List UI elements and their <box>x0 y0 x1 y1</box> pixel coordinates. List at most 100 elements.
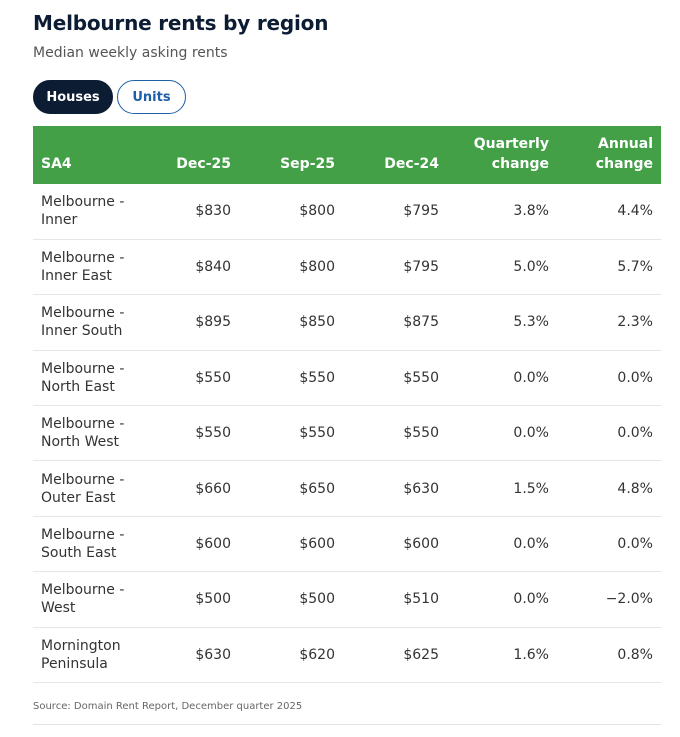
region-name-line: South East <box>41 545 117 562</box>
cell-quarterly: 5.3% <box>513 314 549 331</box>
column-header-dec-24: Dec-24 <box>343 126 447 184</box>
column-header-line: Dec-24 <box>384 156 439 172</box>
cell-sep25: $620 <box>299 646 335 663</box>
cell-region: Melbourne - Inner South <box>33 295 153 350</box>
cell-sep25: $650 <box>299 480 335 497</box>
cell-region: Melbourne - South East <box>33 516 153 571</box>
region-name-line: Inner <box>41 212 78 229</box>
region-name-line: Melbourne - <box>41 305 125 322</box>
tab-houses[interactable]: Houses <box>33 80 113 114</box>
cell-region: Melbourne - North East <box>33 350 153 405</box>
cell-dec25: $660 <box>195 480 231 497</box>
region-name-line: Melbourne - <box>41 250 125 267</box>
cell-sep25: $550 <box>299 425 335 442</box>
cell-dec25: $600 <box>195 536 231 553</box>
page-title: Melbourne rents by region <box>33 11 329 35</box>
cell-annual: 0.0% <box>617 425 653 442</box>
cell-dec24: $510 <box>403 591 439 608</box>
cell-quarterly: 3.8% <box>513 203 549 220</box>
region-name-line: Peninsula <box>41 655 108 672</box>
cell-region: Melbourne - Outer East <box>33 461 153 516</box>
dwelling-type-toggle: Houses Units <box>33 80 186 114</box>
table-row: Melbourne - Inner East $840 $800 $795 5.0% 5.7… <box>33 239 661 295</box>
column-header-line: SA4 <box>41 156 72 172</box>
column-header-line: Dec-25 <box>176 156 231 172</box>
cell-quarterly: 0.0% <box>513 425 549 442</box>
column-header-annual-change: Annual change <box>557 126 661 184</box>
cell-dec24: $550 <box>403 425 439 442</box>
cell-quarterly: 0.0% <box>513 536 549 553</box>
column-header-line: Annual <box>598 136 653 152</box>
cell-region: Melbourne - North West <box>33 406 153 461</box>
table-row: Melbourne - Inner South $895 $850 $875 5.3% 2.… <box>33 295 661 351</box>
cell-dec25: $550 <box>195 425 231 442</box>
table-row: Melbourne - West $500 $500 $510 0.0% −2.0% <box>33 572 661 628</box>
region-name-line: North East <box>41 378 115 395</box>
cell-annual: 2.3% <box>617 314 653 331</box>
region-name-line: Melbourne - <box>41 527 125 544</box>
cell-annual: 5.7% <box>617 259 653 276</box>
column-header-sa4: SA4 <box>33 126 153 184</box>
cell-dec24: $875 <box>403 314 439 331</box>
region-name-line: North West <box>41 434 120 451</box>
cell-sep25: $550 <box>299 369 335 386</box>
table-row: Melbourne - South East $600 $600 $600 0.0% 0.0… <box>33 516 661 572</box>
cell-annual: 0.0% <box>617 536 653 553</box>
region-name-line: West <box>41 600 76 617</box>
region-name-line: Mornington <box>41 637 121 654</box>
cell-dec24: $550 <box>403 369 439 386</box>
table-header-row: SA4 Dec-25 Sep-25 Dec-24 Quarterly chang… <box>33 126 661 184</box>
cell-sep25: $850 <box>299 314 335 331</box>
cell-sep25: $600 <box>299 536 335 553</box>
cell-region: Melbourne - Inner East <box>33 239 153 294</box>
cell-sep25: $800 <box>299 259 335 276</box>
table-row: Melbourne - North East $550 $550 $550 0.0% 0.0… <box>33 350 661 406</box>
cell-annual: 4.4% <box>617 203 653 220</box>
cell-dec24: $795 <box>403 259 439 276</box>
region-name-line: Melbourne - <box>41 194 125 211</box>
cell-region: Melbourne - Inner <box>33 184 153 239</box>
cell-sep25: $500 <box>299 591 335 608</box>
rents-table: SA4 Dec-25 Sep-25 Dec-24 Quarterly chang… <box>33 126 661 683</box>
region-name-line: Melbourne - <box>41 416 125 433</box>
table-row: Mornington Peninsula $630 $620 $625 1.6% 0.8% <box>33 627 661 683</box>
region-name-line: Melbourne - <box>41 360 125 377</box>
bottom-divider <box>33 724 661 725</box>
cell-dec24: $795 <box>403 203 439 220</box>
cell-quarterly: 0.0% <box>513 591 549 608</box>
table-row: Melbourne - Outer East $660 $650 $630 1.5% 4.8… <box>33 461 661 517</box>
cell-dec25: $500 <box>195 591 231 608</box>
cell-dec25: $840 <box>195 259 231 276</box>
cell-annual: −2.0% <box>605 591 653 608</box>
cell-annual: 4.8% <box>617 480 653 497</box>
cell-quarterly: 5.0% <box>513 259 549 276</box>
region-name-line: Melbourne - <box>41 471 125 488</box>
cell-dec25: $550 <box>195 369 231 386</box>
tab-units[interactable]: Units <box>117 80 186 114</box>
table-row: Melbourne - Inner $830 $800 $795 3.8% 4.4% <box>33 184 661 240</box>
cell-annual: 0.8% <box>617 646 653 663</box>
column-header-sep-25: Sep-25 <box>239 126 343 184</box>
cell-dec24: $600 <box>403 536 439 553</box>
column-header-dec-25: Dec-25 <box>153 126 239 184</box>
cell-quarterly: 0.0% <box>513 369 549 386</box>
cell-sep25: $800 <box>299 203 335 220</box>
column-header-quarterly-change: Quarterly change <box>447 126 557 184</box>
region-name-line: Inner South <box>41 323 123 340</box>
cell-quarterly: 1.6% <box>513 646 549 663</box>
cell-region: Melbourne - West <box>33 572 153 627</box>
cell-dec24: $630 <box>403 480 439 497</box>
region-name-line: Outer East <box>41 489 116 506</box>
source-note: Source: Domain Rent Report, December qua… <box>33 701 303 712</box>
cell-region: Mornington Peninsula <box>33 627 153 682</box>
table-body: Melbourne - Inner $830 $800 $795 3.8% 4.4% Melb… <box>33 184 661 683</box>
cell-dec25: $630 <box>195 646 231 663</box>
page-subtitle: Median weekly asking rents <box>33 45 228 61</box>
cell-dec24: $625 <box>403 646 439 663</box>
column-header-line: Sep-25 <box>280 156 335 172</box>
cell-dec25: $895 <box>195 314 231 331</box>
column-header-line: change <box>491 156 549 172</box>
region-name-line: Inner East <box>41 268 112 285</box>
cell-annual: 0.0% <box>617 369 653 386</box>
